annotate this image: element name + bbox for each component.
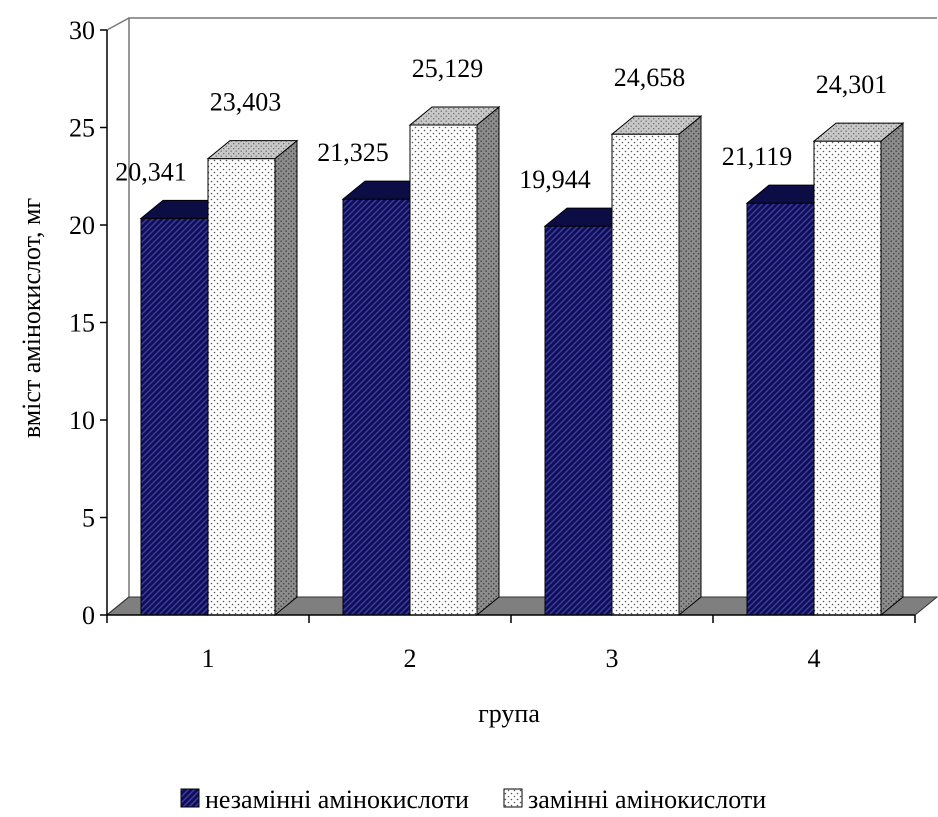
legend-label-essential: незамінні амінокислоти <box>205 785 469 812</box>
bar-side <box>274 139 298 617</box>
x-tick-label: 2 <box>404 644 417 673</box>
legend: незамінні амінокислоти замінні амінокисл… <box>180 785 766 814</box>
data-label: 25,129 <box>412 54 484 83</box>
bar-front <box>544 225 613 616</box>
data-label: 24,658 <box>614 63 686 92</box>
bar <box>812 122 905 617</box>
bar-top <box>206 140 299 160</box>
y-tick-label: 15 <box>69 309 95 338</box>
bar-top <box>408 106 501 126</box>
y-tick-label: 30 <box>69 16 95 45</box>
x-tick-label: 1 <box>202 644 215 673</box>
data-label: 21,325 <box>317 138 389 167</box>
bar-front <box>611 133 680 616</box>
bar-front <box>746 202 815 616</box>
bar <box>610 115 703 617</box>
y-tick-label: 10 <box>69 406 95 435</box>
x-tick-label: 4 <box>808 644 821 673</box>
y-tick-label: 5 <box>82 504 95 533</box>
bar <box>206 139 299 617</box>
data-label: 23,403 <box>210 88 282 117</box>
bar-front <box>409 124 478 616</box>
legend-swatch-essential <box>180 788 200 808</box>
bar-front <box>207 158 276 616</box>
bar-front <box>813 140 882 616</box>
bar-top <box>812 122 905 142</box>
back-wall-corner <box>106 17 130 31</box>
bar-side <box>880 122 904 617</box>
data-label: 21,119 <box>722 142 793 171</box>
bar-side <box>678 115 702 617</box>
y-tick-label: 20 <box>69 211 95 240</box>
data-label: 24,301 <box>816 70 888 99</box>
bar-top <box>610 115 703 135</box>
bar-front <box>140 217 209 616</box>
bar-front <box>342 198 411 616</box>
y-axis-title: вміст амінокислот, мг <box>17 198 46 438</box>
plot-frame <box>105 17 938 616</box>
bars <box>139 105 905 617</box>
data-label: 19,944 <box>519 165 591 194</box>
y-tick-label: 25 <box>69 114 95 143</box>
axes: 0 5 10 15 20 25 30 1 2 3 4 <box>69 16 916 673</box>
legend-swatch-nonessential <box>503 788 523 808</box>
bar <box>408 105 501 617</box>
x-axis-title: група <box>478 699 540 728</box>
x-tick-label: 3 <box>606 644 619 673</box>
legend-label-nonessential: замінні амінокислоти <box>528 785 766 812</box>
y-tick-label: 0 <box>82 601 95 630</box>
data-labels: 20,341 23,403 21,325 25,129 19,944 24,658 21,1… <box>115 54 887 194</box>
bar-side <box>476 105 500 617</box>
data-label: 20,341 <box>115 157 187 186</box>
